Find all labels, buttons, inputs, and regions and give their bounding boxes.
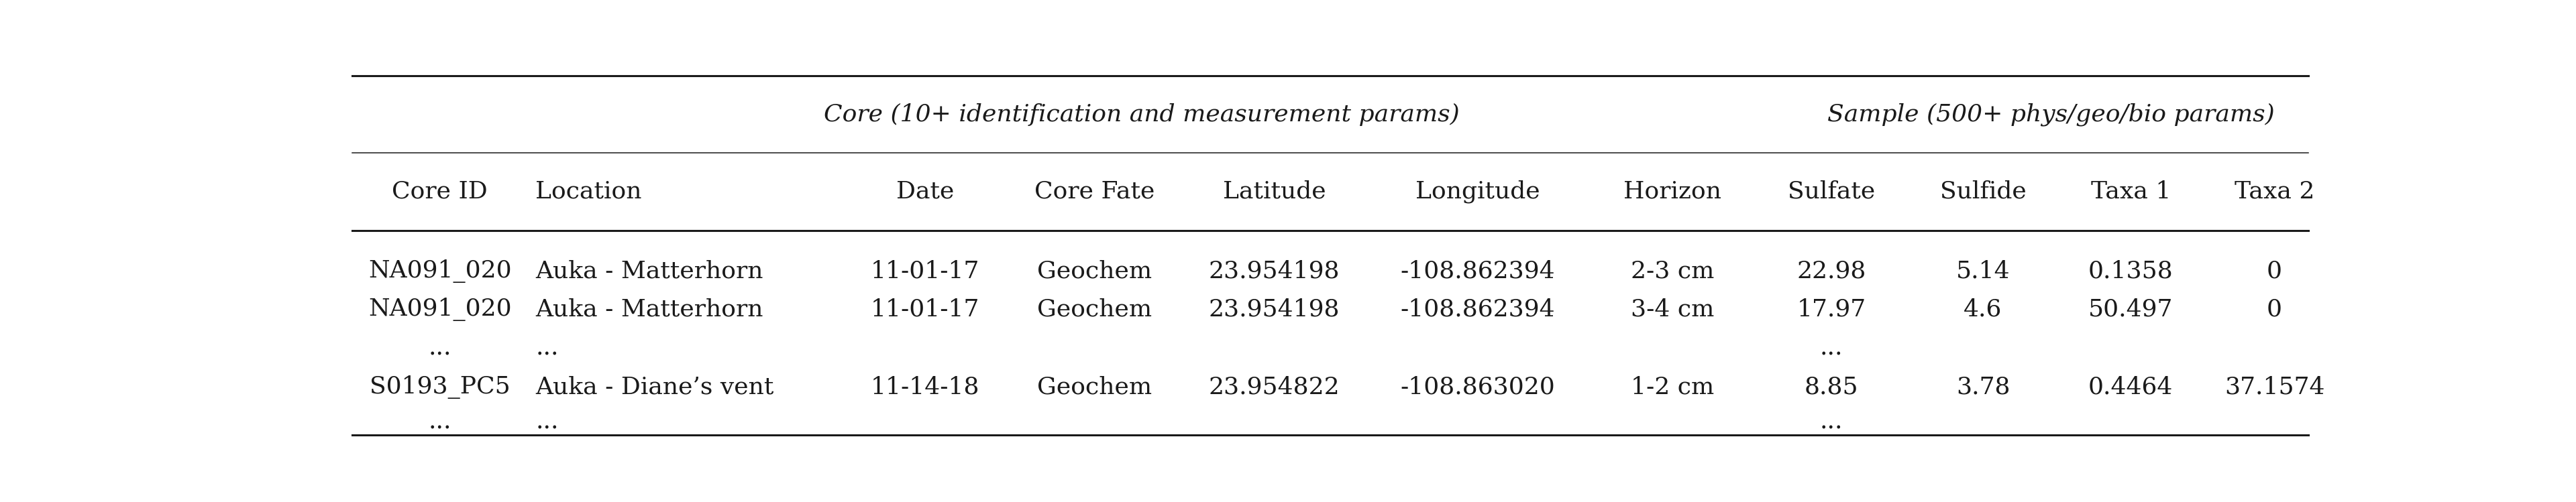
Text: 23.954822: 23.954822 <box>1208 375 1340 398</box>
Text: Core Fate: Core Fate <box>1036 180 1154 203</box>
Text: 3-4 cm: 3-4 cm <box>1631 298 1713 321</box>
Text: Sulfide: Sulfide <box>1940 180 2027 203</box>
Text: Core (10+ identification and measurement params): Core (10+ identification and measurement… <box>824 103 1461 126</box>
Text: Latitude: Latitude <box>1224 180 1327 203</box>
Text: Horizon: Horizon <box>1623 180 1721 203</box>
Text: 2-3 cm: 2-3 cm <box>1631 260 1713 282</box>
Text: ...: ... <box>1819 337 1842 359</box>
Text: 8.85: 8.85 <box>1803 375 1857 398</box>
Text: ...: ... <box>536 410 559 433</box>
Text: ...: ... <box>428 410 451 433</box>
Text: Longitude: Longitude <box>1417 180 1540 203</box>
Text: 23.954198: 23.954198 <box>1208 260 1340 282</box>
Text: 11-01-17: 11-01-17 <box>871 260 979 282</box>
Text: NA091_020: NA091_020 <box>368 298 513 321</box>
Text: Auka - Diane’s vent: Auka - Diane’s vent <box>536 375 773 398</box>
Text: Taxa 1: Taxa 1 <box>2092 180 2172 203</box>
Text: 50.497: 50.497 <box>2089 298 2174 321</box>
Text: NA091_020: NA091_020 <box>368 259 513 283</box>
Text: -108.862394: -108.862394 <box>1401 260 1556 282</box>
Text: Auka - Matterhorn: Auka - Matterhorn <box>536 298 762 321</box>
Text: 5.14: 5.14 <box>1955 260 2009 282</box>
Text: 11-14-18: 11-14-18 <box>871 375 979 398</box>
Text: Sulfate: Sulfate <box>1788 180 1875 203</box>
Text: Location: Location <box>536 180 641 203</box>
Text: Sample (500+ phys/geo/bio params): Sample (500+ phys/geo/bio params) <box>1826 103 2275 126</box>
Text: 4.6: 4.6 <box>1963 298 2002 321</box>
Text: Auka - Matterhorn: Auka - Matterhorn <box>536 260 762 282</box>
Text: Date: Date <box>896 180 953 203</box>
Text: ...: ... <box>1819 410 1842 433</box>
Text: 0: 0 <box>2267 298 2282 321</box>
Text: 0.4464: 0.4464 <box>2089 375 2174 398</box>
Text: Geochem: Geochem <box>1038 375 1151 398</box>
Text: -108.863020: -108.863020 <box>1401 375 1556 398</box>
Text: 11-01-17: 11-01-17 <box>871 298 979 321</box>
Text: 3.78: 3.78 <box>1955 375 2009 398</box>
Text: Core ID: Core ID <box>392 180 487 203</box>
Text: 22.98: 22.98 <box>1795 260 1865 282</box>
Text: ...: ... <box>536 337 559 359</box>
Text: 0.1358: 0.1358 <box>2089 260 2174 282</box>
Text: S0193_PC5: S0193_PC5 <box>368 375 510 399</box>
Text: Geochem: Geochem <box>1038 260 1151 282</box>
Text: 23.954198: 23.954198 <box>1208 298 1340 321</box>
Text: ...: ... <box>428 337 451 359</box>
Text: 37.1574: 37.1574 <box>2223 375 2324 398</box>
Text: Taxa 2: Taxa 2 <box>2233 180 2313 203</box>
Text: 17.97: 17.97 <box>1795 298 1865 321</box>
Text: Geochem: Geochem <box>1038 298 1151 321</box>
Text: -108.862394: -108.862394 <box>1401 298 1556 321</box>
Text: 1-2 cm: 1-2 cm <box>1631 375 1713 398</box>
Text: 0: 0 <box>2267 260 2282 282</box>
